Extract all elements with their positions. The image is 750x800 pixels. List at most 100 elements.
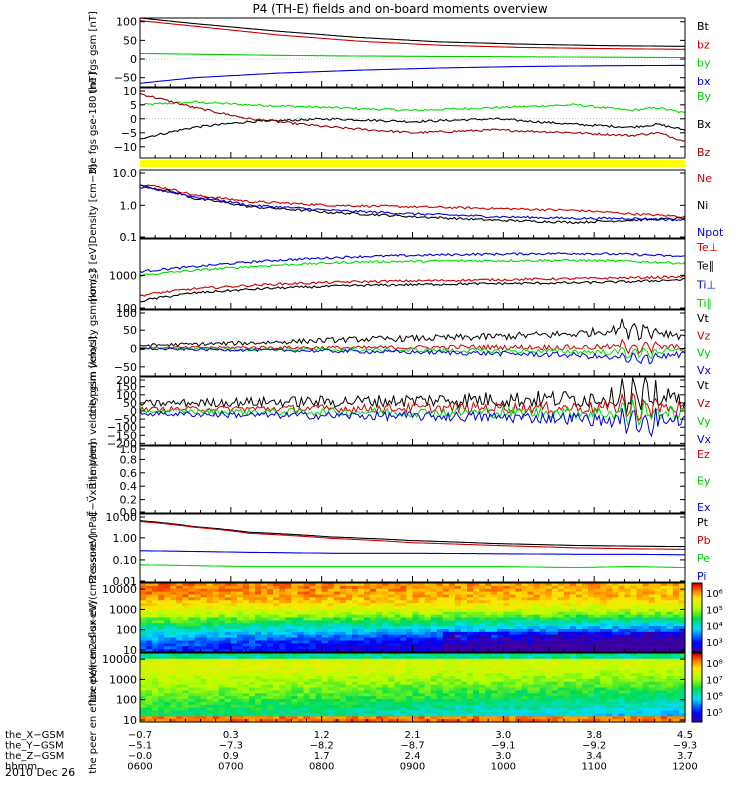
heatmap-cell bbox=[412, 626, 420, 630]
y-axis-label: the peim velocity gsm [km/s] bbox=[88, 270, 99, 417]
heatmap-cell bbox=[527, 707, 535, 712]
heatmap-cell bbox=[382, 719, 389, 723]
heatmap-cell bbox=[467, 696, 474, 700]
heatmap-cell bbox=[642, 653, 650, 657]
heatmap-cell bbox=[279, 673, 286, 677]
heatmap-cell bbox=[170, 583, 177, 587]
heatmap-cell bbox=[612, 699, 619, 703]
heatmap-cell bbox=[194, 658, 202, 663]
heatmap-cell bbox=[364, 687, 371, 691]
heatmap-cell bbox=[339, 699, 347, 703]
heatmap-cell bbox=[460, 606, 468, 610]
heatmap-cell bbox=[351, 614, 359, 619]
heatmap-cell bbox=[236, 643, 244, 647]
heatmap-cell bbox=[418, 631, 426, 636]
heatmap-cell bbox=[521, 716, 529, 720]
y-tick-label: 0 bbox=[130, 53, 137, 66]
heatmap-cell bbox=[315, 606, 323, 610]
heatmap-cell bbox=[588, 653, 595, 657]
heatmap-cell bbox=[333, 631, 341, 636]
heatmap-cell bbox=[539, 640, 547, 644]
heatmap-cell bbox=[594, 583, 601, 587]
heatmap-cell bbox=[618, 640, 626, 644]
heatmap-cell bbox=[140, 707, 147, 712]
heatmap-cell bbox=[170, 719, 177, 723]
heatmap-cell bbox=[170, 637, 177, 642]
heatmap-cell bbox=[624, 701, 632, 706]
heatmap-cell bbox=[594, 664, 601, 668]
heatmap-cell bbox=[188, 597, 196, 601]
heatmap-cell bbox=[630, 623, 638, 627]
heatmap-cell bbox=[267, 606, 274, 610]
heatmap-cell bbox=[140, 653, 147, 657]
heatmap-cell bbox=[212, 637, 220, 642]
heatmap-cell bbox=[249, 629, 256, 633]
heatmap-cell bbox=[515, 653, 523, 657]
heatmap-cell bbox=[430, 716, 438, 720]
heatmap-cell bbox=[515, 591, 523, 596]
heatmap-cell bbox=[291, 696, 299, 700]
heatmap-cell bbox=[315, 653, 323, 657]
heatmap-cell bbox=[406, 614, 414, 619]
heatmap-cell bbox=[618, 646, 626, 650]
heatmap-cell bbox=[533, 597, 541, 601]
heatmap-cell bbox=[170, 606, 177, 610]
heatmap-cell bbox=[370, 678, 377, 683]
heatmap-cell bbox=[551, 646, 559, 650]
heatmap-cell bbox=[539, 617, 547, 621]
heatmap-cell bbox=[261, 646, 268, 650]
heatmap-cell bbox=[582, 655, 589, 660]
heatmap-cell bbox=[612, 617, 619, 621]
heatmap-cell bbox=[194, 690, 202, 694]
heatmap-cell bbox=[630, 687, 638, 691]
heatmap-cell bbox=[594, 658, 601, 663]
y-tick-label: 1.0 bbox=[120, 199, 138, 212]
heatmap-cell bbox=[200, 617, 208, 621]
heatmap-cell bbox=[140, 597, 147, 601]
heatmap-cell bbox=[454, 631, 462, 636]
heatmap-cell bbox=[303, 678, 311, 683]
heatmap-cell bbox=[491, 631, 498, 636]
heatmap-cell bbox=[146, 600, 153, 604]
heatmap-cell bbox=[612, 670, 619, 674]
heatmap-cell bbox=[642, 608, 650, 613]
heatmap-cell bbox=[364, 597, 371, 601]
heatmap-cell bbox=[576, 588, 583, 593]
heatmap-cell bbox=[339, 707, 347, 712]
heatmap-cell bbox=[636, 713, 644, 717]
heatmap-cell bbox=[618, 693, 626, 697]
heatmap-cell bbox=[624, 649, 632, 653]
heatmap-cell bbox=[321, 701, 329, 706]
heatmap-cell bbox=[364, 661, 371, 666]
heatmap-cell bbox=[297, 655, 305, 660]
heatmap-cell bbox=[533, 713, 541, 717]
heatmap-cell bbox=[267, 707, 274, 712]
heatmap-cell bbox=[400, 687, 408, 691]
heatmap-cell bbox=[327, 701, 335, 706]
heatmap-cell bbox=[309, 585, 317, 590]
heatmap-cell bbox=[582, 588, 589, 593]
heatmap-cell bbox=[140, 681, 147, 686]
heatmap-cell bbox=[364, 585, 371, 590]
heatmap-cell bbox=[382, 684, 389, 689]
heatmap-cell bbox=[303, 707, 311, 712]
heatmap-cell bbox=[545, 606, 553, 610]
heatmap-cell bbox=[194, 591, 202, 596]
heatmap-cell bbox=[212, 597, 220, 601]
heatmap-cell bbox=[594, 611, 601, 616]
heatmap-cell bbox=[491, 600, 498, 604]
heatmap-cell bbox=[327, 684, 335, 689]
heatmap-cell bbox=[224, 716, 232, 720]
heatmap-cell bbox=[182, 707, 190, 712]
heatmap-cell bbox=[188, 637, 196, 642]
heatmap-cell bbox=[418, 617, 426, 621]
heatmap-cell bbox=[333, 646, 341, 650]
heatmap-cell bbox=[224, 594, 232, 598]
heatmap-cell bbox=[188, 631, 196, 636]
heatmap-cell bbox=[473, 699, 480, 703]
heatmap-cell bbox=[267, 600, 274, 604]
heatmap-cell bbox=[618, 716, 626, 720]
heatmap-cell bbox=[339, 646, 347, 650]
heatmap-cell bbox=[370, 681, 377, 686]
heatmap-cell bbox=[339, 687, 347, 691]
